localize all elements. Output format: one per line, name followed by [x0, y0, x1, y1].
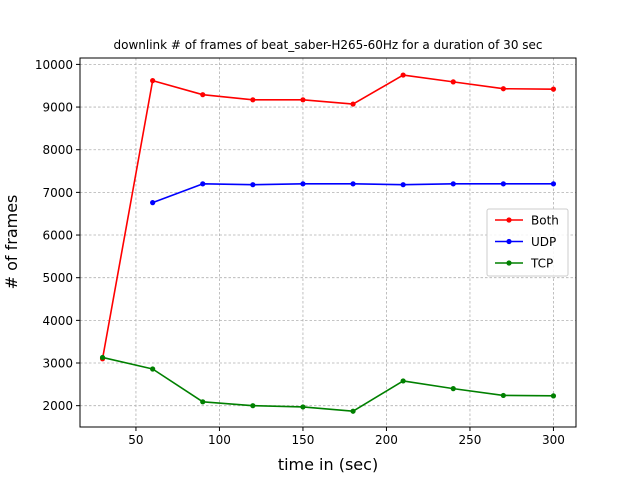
x-tick-label: 50	[128, 433, 143, 447]
y-tick-label: 9000	[42, 101, 73, 115]
data-point-udp	[350, 181, 356, 187]
legend-item-udp: UDP	[495, 235, 556, 249]
data-point-tcp	[450, 386, 456, 392]
legend-item-tcp: TCP	[495, 257, 553, 271]
data-point-udp	[250, 182, 256, 188]
data-point-tcp	[250, 403, 256, 409]
legend-swatch-marker	[506, 260, 512, 266]
legend-swatch-marker	[506, 217, 512, 223]
data-point-both	[450, 79, 456, 85]
data-point-both	[550, 86, 557, 92]
data-point-tcp	[150, 366, 156, 372]
data-point-tcp	[400, 378, 406, 384]
y-tick-label: 3000	[42, 357, 73, 371]
data-point-both	[300, 97, 306, 103]
x-tick-label: 250	[458, 433, 481, 447]
data-point-both	[500, 86, 506, 92]
legend: Both UDP TCP	[486, 208, 569, 277]
data-point-udp	[500, 181, 506, 187]
legend-label: TCP	[530, 257, 553, 271]
x-axis-label: time in (sec)	[278, 455, 378, 474]
y-axis-ticks: 2000 3000 4000 5000 6000 7000 8000 9000 10000	[35, 58, 80, 413]
chart-title: downlink # of frames of beat_saber-H265-…	[113, 38, 542, 52]
data-point-udp	[400, 182, 406, 188]
legend-label: Both	[531, 214, 559, 228]
y-axis-label: # of frames	[2, 195, 21, 290]
data-point-tcp	[500, 392, 506, 399]
series-line-both	[101, 74, 554, 359]
x-axis-ticks: 50 100 150 200 250 300	[128, 427, 565, 447]
data-point-udp	[550, 181, 557, 187]
data-point-udp	[150, 200, 156, 206]
data-point-tcp	[550, 393, 557, 399]
series-udp	[150, 181, 557, 206]
y-tick-label: 6000	[42, 229, 73, 243]
legend-box	[486, 208, 569, 277]
y-tick-label: 5000	[42, 271, 73, 285]
data-point-tcp	[350, 408, 356, 414]
y-tick-label: 8000	[42, 143, 73, 157]
x-tick-label: 100	[208, 433, 231, 447]
data-point-both	[200, 92, 206, 98]
data-point-both	[350, 101, 356, 107]
data-point-tcp	[200, 399, 206, 405]
series-layer	[99, 72, 557, 414]
y-tick-label: 7000	[42, 186, 73, 200]
plot-frame	[79, 57, 577, 428]
data-point-both	[400, 72, 406, 78]
x-tick-label: 300	[542, 433, 565, 447]
series-line-tcp	[102, 356, 554, 413]
data-point-udp	[450, 181, 456, 187]
y-tick-label: 10000	[35, 58, 73, 72]
data-point-udp	[200, 181, 206, 187]
series-both	[99, 72, 557, 362]
grid-lines	[80, 58, 576, 427]
data-point-both	[150, 78, 156, 84]
legend-item-both: Both	[495, 214, 559, 228]
legend-swatch-marker	[506, 238, 512, 245]
data-point-both	[250, 97, 256, 103]
x-tick-label: 200	[375, 433, 398, 447]
series-tcp	[99, 354, 557, 414]
y-tick-label: 2000	[42, 399, 73, 413]
data-point-tcp	[300, 404, 306, 410]
data-point-tcp	[99, 354, 106, 361]
x-tick-label: 150	[291, 433, 314, 447]
legend-label: UDP	[531, 235, 556, 249]
y-tick-label: 4000	[42, 314, 73, 328]
data-point-udp	[300, 181, 306, 187]
